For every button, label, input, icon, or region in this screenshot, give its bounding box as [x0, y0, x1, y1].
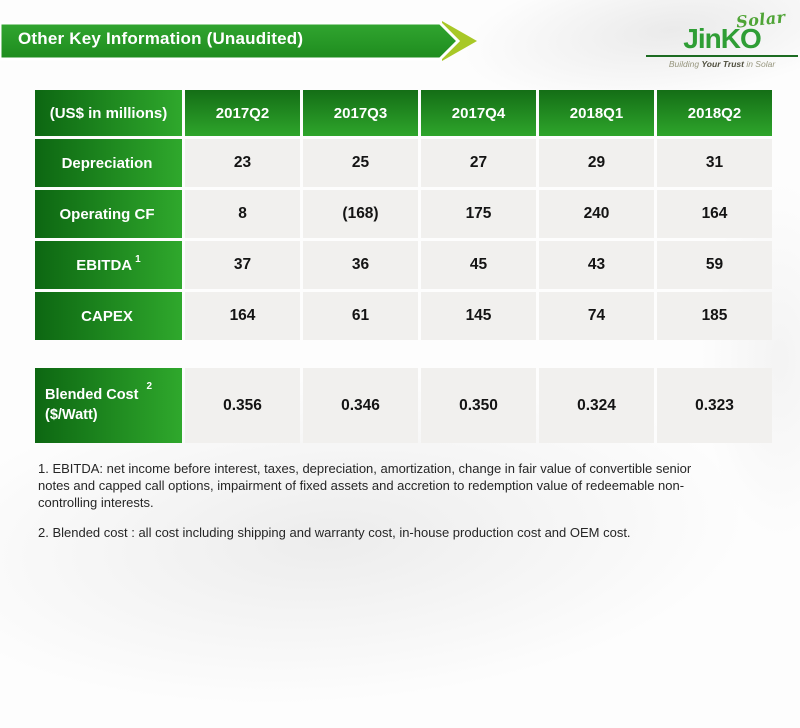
table-cell: 61	[303, 292, 418, 340]
table-cell: 37	[185, 241, 300, 289]
row-label-text: Blended Cost	[45, 386, 139, 403]
footnote-blended-cost: 2. Blended cost : all cost including shi…	[38, 525, 631, 541]
table-cell: 43	[539, 241, 654, 289]
row-label-text: CAPEX	[81, 307, 133, 325]
row-label-capex: CAPEX	[35, 292, 182, 340]
table-cell: (168)	[303, 190, 418, 238]
blended-cost-table: Blended Cost 2 ($/Watt) 0.356 0.346 0.350…	[35, 368, 772, 443]
row-label-blended-cost: Blended Cost 2 ($/Watt)	[35, 368, 182, 443]
quarter-header-2017q2: 2017Q2	[185, 90, 300, 136]
chevron-right-icon	[0, 21, 477, 61]
table-cell: 45	[421, 241, 536, 289]
table-cell: 175	[421, 190, 536, 238]
quarter-header-2017q3: 2017Q3	[303, 90, 418, 136]
table-cell: 27	[421, 139, 536, 187]
table-cell: 164	[185, 292, 300, 340]
footnotes: 1. EBITDA: net income before interest, t…	[38, 460, 718, 542]
quarter-header-2017q4: 2017Q4	[421, 90, 536, 136]
quarter-header-2018q1: 2018Q1	[539, 90, 654, 136]
financial-table: (US$ in millions) 2017Q2 2017Q3 2017Q4 2…	[35, 90, 772, 340]
table-cell: 164	[657, 190, 772, 238]
logo-tagline: Building Your Trust in Solar	[646, 59, 798, 69]
table-cell: 74	[539, 292, 654, 340]
table-cell: 0.324	[539, 368, 654, 443]
tagline-suffix: in Solar	[743, 59, 776, 69]
blended-label-line: Blended Cost 2	[45, 381, 152, 406]
row-label-text: Depreciation	[61, 154, 153, 172]
table-cell: 29	[539, 139, 654, 187]
page-title: Other Key Information (Unaudited)	[18, 29, 304, 48]
table-cell: 25	[303, 139, 418, 187]
logo-divider	[646, 55, 798, 57]
table-cell: 23	[185, 139, 300, 187]
footnote-ref: 1	[135, 253, 141, 265]
table-cell: 0.350	[421, 368, 536, 443]
row-label-text: Operating CF	[59, 205, 155, 223]
tagline-prefix: Building	[668, 59, 702, 69]
quarter-header-2018q2: 2018Q2	[657, 90, 772, 136]
table-cell: 145	[421, 292, 536, 340]
footnote-ref: 2	[146, 380, 153, 392]
row-label-depreciation: Depreciation	[35, 139, 182, 187]
row-label-operating-cf: Operating CF	[35, 190, 182, 238]
table-cell: 0.356	[185, 368, 300, 443]
table-cell: 185	[657, 292, 772, 340]
title-banner: Other Key Information (Unaudited)	[0, 21, 480, 61]
table-cell: 36	[303, 241, 418, 289]
table-cell: 59	[657, 241, 772, 289]
tagline-bold: Your Trust	[701, 59, 744, 69]
table-cell: 31	[657, 139, 772, 187]
table-cell: 240	[539, 190, 654, 238]
table-cell: 0.323	[657, 368, 772, 443]
table-unit-header: (US$ in millions)	[35, 90, 182, 136]
footnote-ebitda: 1. EBITDA: net income before interest, t…	[38, 461, 692, 511]
table-cell: 8	[185, 190, 300, 238]
jinko-logo: Solar JinKO Building Your Trust in Solar	[646, 7, 798, 69]
logo-brand-text: JinKO	[683, 23, 761, 54]
row-label-ebitda: EBITDA 1	[35, 241, 182, 289]
row-label-text: EBITDA	[76, 256, 133, 274]
blended-unit-text: ($/Watt)	[45, 406, 98, 423]
table-cell: 0.346	[303, 368, 418, 443]
